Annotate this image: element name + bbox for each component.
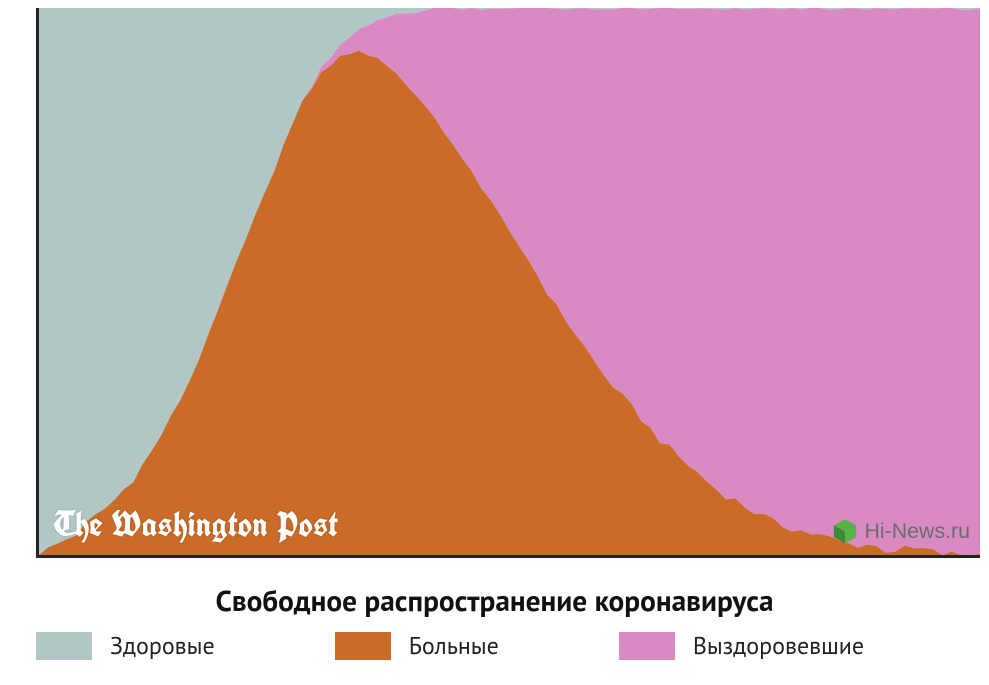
chart-area: The Washington Post Hi-News.ru [36, 8, 980, 558]
source-branding-left: The Washington Post [53, 501, 338, 547]
legend-swatch-recovered [619, 632, 675, 660]
cube-icon [831, 517, 859, 545]
legend-item-sick: Больные [335, 630, 499, 661]
source-branding-right: Hi-News.ru [831, 517, 970, 545]
legend-swatch-sick [335, 632, 391, 660]
source-branding-right-text: Hi-News.ru [865, 519, 970, 544]
area-chart-svg [39, 8, 980, 555]
legend-item-healthy: Здоровые [36, 630, 215, 661]
legend: Здоровые Больные Выздоровевшие [36, 630, 981, 661]
legend-swatch-healthy [36, 632, 92, 660]
legend-item-recovered: Выздоровевшие [619, 630, 864, 661]
legend-label-healthy: Здоровые [110, 630, 215, 661]
chart-title: Свободное распространение коронавируса [0, 582, 989, 620]
figure-root: The Washington Post Hi-News.ru Свободное… [0, 0, 989, 685]
legend-label-recovered: Выздоровевшие [693, 630, 864, 661]
legend-label-sick: Больные [409, 630, 499, 661]
